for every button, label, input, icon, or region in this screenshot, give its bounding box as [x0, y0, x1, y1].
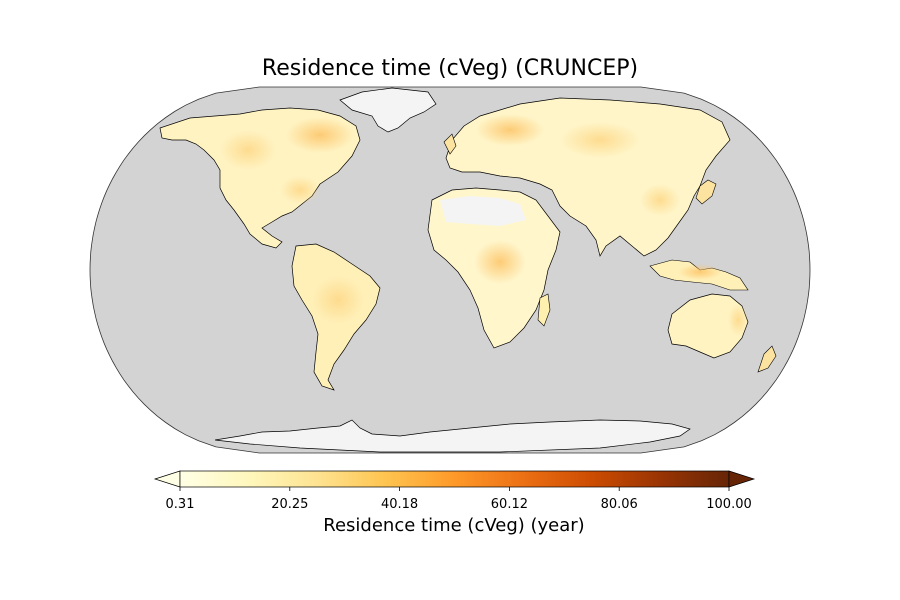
amazon-values — [312, 276, 364, 324]
central-africa-values — [474, 240, 526, 284]
eastern-us-values — [280, 176, 320, 204]
colorbar-tick-label: 80.06 — [600, 497, 638, 512]
japan-land — [695, 179, 717, 205]
colorbar-tick-label: 20.25 — [271, 497, 309, 512]
sahara-no-data — [440, 196, 526, 226]
colorbar-extend-max — [728, 470, 756, 488]
colorbar-label: Residence time (cVeg) (year) — [323, 515, 585, 536]
madagascar-land — [537, 293, 551, 327]
canada-high-values — [286, 117, 354, 153]
siberia-values — [560, 122, 640, 158]
map-title: Residence time (cVeg) (CRUNCEP) — [261, 56, 639, 81]
indonesia-values — [678, 264, 722, 280]
colorbar-tick-label: 100.00 — [706, 497, 752, 512]
colorbar-tick-label: 0.31 — [165, 497, 195, 512]
australia-land — [667, 293, 749, 359]
east-australia-values — [728, 304, 748, 336]
east-asia-values — [640, 184, 680, 216]
new-zealand-land — [757, 345, 777, 373]
colorbar-bar — [179, 470, 730, 488]
western-na-values — [220, 130, 276, 170]
colorbar-extend-min — [153, 470, 181, 488]
british-isles-land — [443, 133, 457, 155]
colorbar-tick-label: 60.12 — [490, 497, 528, 512]
colorbar-tick-label: 40.18 — [380, 497, 419, 512]
antarctica-land — [214, 419, 691, 453]
greenland-land — [339, 87, 437, 133]
scandinavia-values — [476, 114, 544, 146]
